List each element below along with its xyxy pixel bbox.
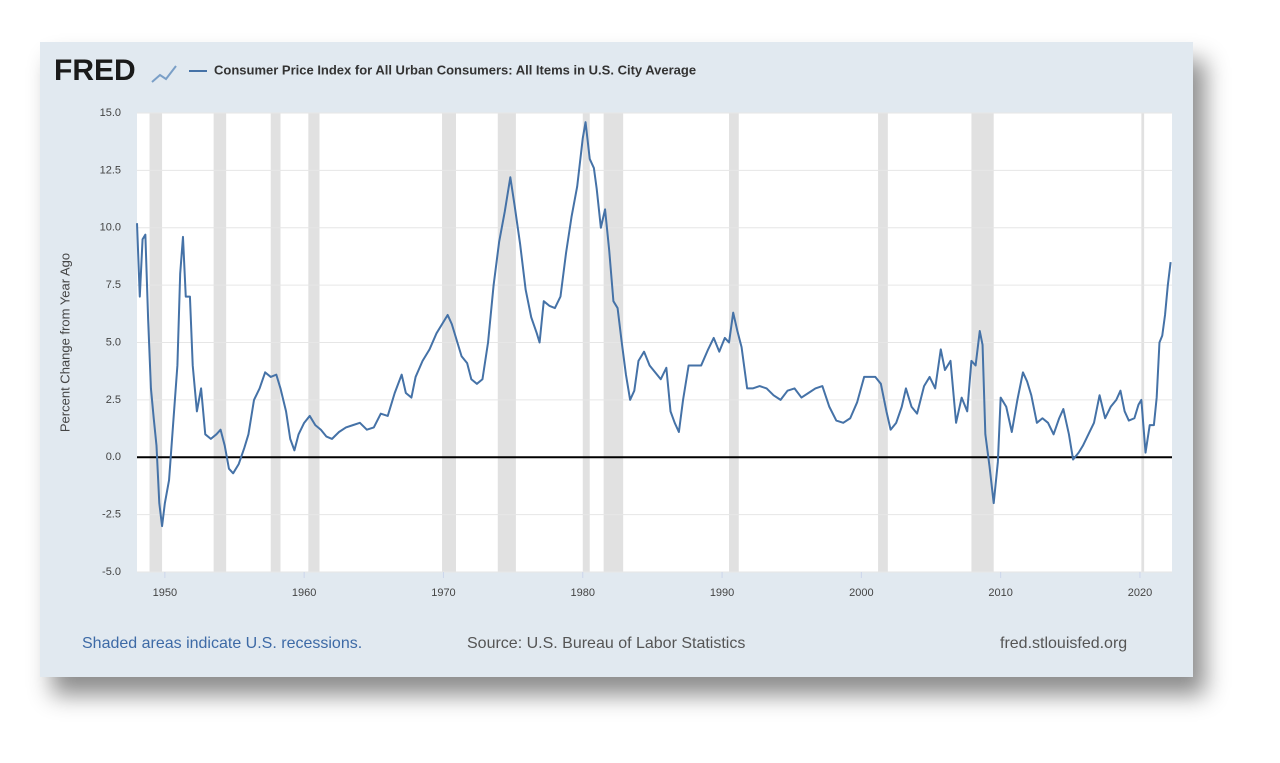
y-tick-label: 5.0: [106, 336, 121, 348]
y-tick-label: 12.5: [100, 164, 121, 176]
x-tick-label: 1950: [153, 587, 177, 599]
source-note: Source: U.S. Bureau of Labor Statistics: [467, 635, 745, 652]
x-tick-label: 2000: [849, 587, 873, 599]
x-tick-label: 1980: [571, 587, 595, 599]
y-tick-label: 2.5: [106, 394, 121, 406]
logo-icon: [151, 65, 177, 83]
recession-note[interactable]: Shaded areas indicate U.S. recessions.: [82, 635, 362, 652]
series-line: [136, 121, 1172, 528]
fred-logo: FRED: [54, 54, 136, 87]
x-tick-label: 2020: [1128, 587, 1152, 599]
x-tick-label: 1970: [431, 587, 455, 599]
y-tick-label: 7.5: [106, 279, 121, 291]
y-tick-label: 10.0: [100, 222, 121, 234]
site-note[interactable]: fred.stlouisfed.org: [1000, 635, 1127, 652]
y-axis-label: Percent Change from Year Ago: [57, 253, 72, 432]
x-tick-label: 1960: [292, 587, 316, 599]
legend-label: Consumer Price Index for All Urban Consu…: [214, 62, 696, 77]
y-tick-label: 0.0: [106, 451, 121, 463]
x-tick-label: 2010: [988, 587, 1012, 599]
y-tick-label: 15.0: [100, 107, 121, 119]
y-tick-label: -5.0: [102, 566, 121, 578]
x-tick-label: 1990: [710, 587, 734, 599]
y-tick-label: -2.5: [102, 509, 121, 521]
